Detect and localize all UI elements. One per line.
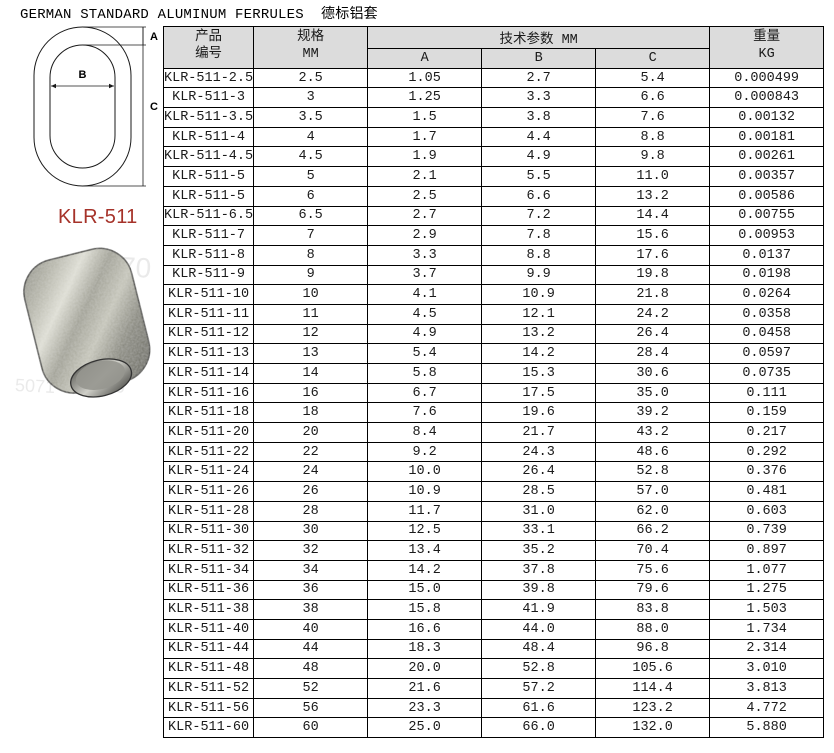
- svg-text:B: B: [79, 69, 87, 81]
- svg-text:C: C: [150, 101, 158, 113]
- svg-text:A: A: [150, 31, 158, 43]
